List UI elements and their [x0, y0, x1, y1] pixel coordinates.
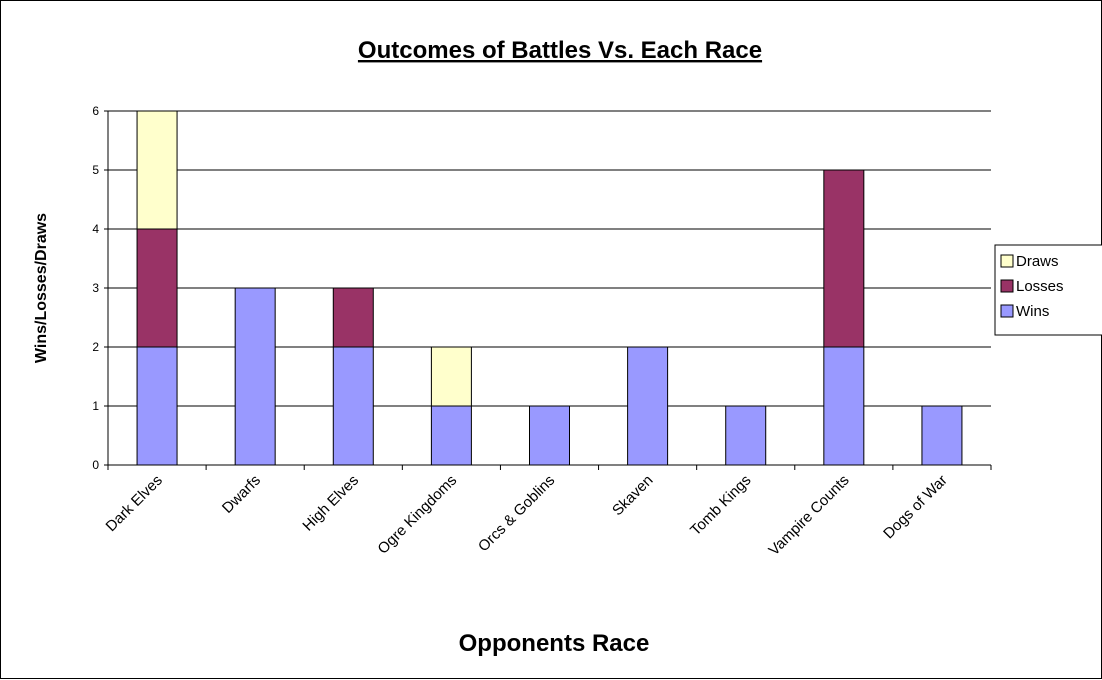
bar-losses [332, 287, 374, 348]
bar-wins [136, 346, 178, 466]
x-tick-label: Dark Elves [103, 472, 166, 535]
y-axis-title: Wins/Losses/Draws [33, 213, 50, 363]
y-tick-label: 0 [92, 458, 99, 472]
y-tick-label: 1 [92, 399, 99, 413]
legend: Draws Losses Wins [994, 244, 1102, 336]
x-tick-label: Ogre Kingdoms [375, 472, 461, 558]
y-tick-label: 6 [92, 104, 99, 118]
x-tick-label: High Elves [299, 472, 362, 535]
bar-wins [627, 346, 669, 466]
bar-draws [136, 110, 178, 230]
x-tick-label: Dogs of War [880, 472, 951, 543]
bar-draws [430, 346, 472, 407]
chart-title: Outcomes of Battles Vs. Each Race [358, 37, 762, 64]
x-axis-title: Opponents Race [459, 630, 650, 657]
x-tick-label: Dwarfs [219, 472, 264, 517]
x-tick-label: Skaven [609, 472, 656, 519]
bar-wins [430, 405, 472, 466]
legend-swatch-losses [1000, 279, 1014, 293]
y-tick-label: 5 [92, 163, 99, 177]
bar-wins [921, 405, 963, 466]
x-tick-label: Vampire Counts [765, 472, 852, 559]
bar-wins [529, 405, 570, 466]
bar-wins [332, 346, 374, 466]
bar-wins [823, 346, 865, 466]
legend-label-losses: Losses [1016, 278, 1064, 295]
legend-swatch-draws [1000, 254, 1014, 268]
y-tick-label: 3 [92, 281, 99, 295]
bar-losses [136, 228, 178, 348]
bar-wins [234, 287, 276, 466]
y-tick-label: 2 [92, 340, 99, 354]
bar-losses [823, 169, 865, 348]
x-tick-label: Orcs & Goblins [475, 472, 558, 555]
plot-area: 0 1 2 3 4 5 6 Dark Elves Dwarfs High Elves Ogre Ki… [92, 104, 992, 559]
legend-swatch-wins [1000, 304, 1014, 318]
x-tick-label: Tomb Kings [687, 472, 754, 539]
legend-label-draws: Draws [1016, 253, 1059, 270]
y-tick-label: 4 [92, 222, 99, 236]
legend-label-wins: Wins [1016, 303, 1049, 320]
bar-wins [725, 405, 767, 466]
